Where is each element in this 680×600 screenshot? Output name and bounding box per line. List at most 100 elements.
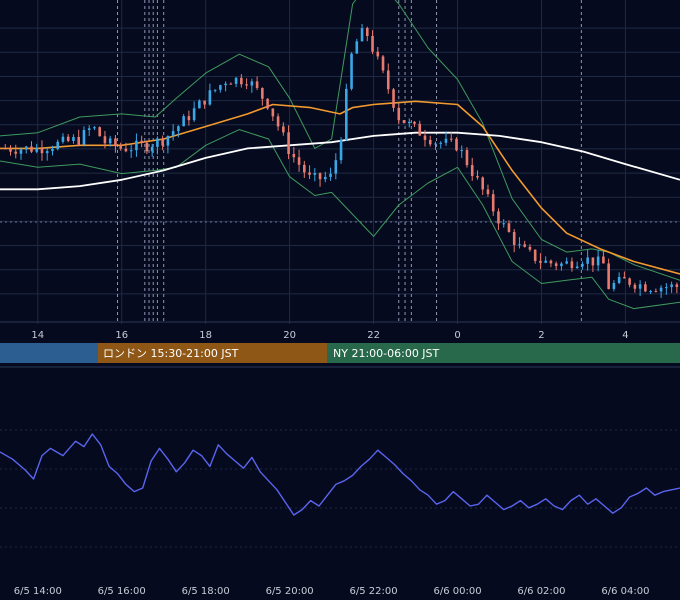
x-tick-label: 22 [367,330,380,341]
candle-body [166,135,170,146]
candle-body [460,150,464,152]
candle-body [313,173,317,175]
oscillator-line [0,433,680,516]
candle-body [103,136,107,144]
candle-body [497,211,500,224]
oscillator-grid [0,429,680,548]
candle-body [276,116,280,127]
price-x-axis: 14 16 18 20 22 0 2 4 [0,321,680,341]
candle-body [82,130,86,145]
candle-body [612,282,616,289]
candle-body [213,89,217,91]
candle-body [644,284,647,292]
candle-body [407,121,411,124]
candle-body [51,149,54,152]
candle-body [376,51,380,57]
candle-body [549,260,553,264]
x-tick-label: 6/5 18:00 [182,586,230,597]
candle-body [77,137,81,145]
candle-body [355,41,359,54]
candle-body [66,136,70,142]
candle-body [261,87,264,99]
candle-body [439,142,443,144]
candle-body [586,257,589,264]
candle-body [61,136,65,142]
candle-body [198,100,201,109]
candle-body [581,263,584,267]
candle-body [539,260,542,263]
candle-body [14,151,18,154]
candle-body [402,120,406,124]
candle-body [575,266,579,269]
candle-body [266,98,269,109]
candle-body [444,138,448,143]
price-series [0,0,680,310]
candle-body [140,140,143,143]
candle-body [518,244,521,246]
candle-body [19,149,23,154]
moving-average-long-line [0,131,680,191]
candle-body [528,246,532,250]
candle-body [670,284,673,288]
candle-body [324,176,327,180]
session-bar: ロンドン 15:30-21:00 JST NY 21:00-06:00 JST [0,343,680,363]
candle-body [596,256,600,266]
candle-body [35,147,39,152]
candle-body [282,126,285,133]
candle-body [229,83,233,85]
candle-body [628,278,631,285]
candle-body [150,146,154,152]
candle-body [114,138,117,147]
candle-body [3,148,7,150]
candle-body [654,291,658,293]
candle-body [287,132,290,154]
session-ny [327,343,680,363]
candle-body [234,77,238,84]
session-london [98,343,327,363]
candle-body [145,142,149,152]
candle-body [108,138,112,144]
x-tick-label: 2 [538,330,544,341]
oscillator-series [0,433,680,516]
candle-body [623,277,626,279]
candle-body [470,165,474,176]
candle-body [250,81,254,86]
x-tick-label: 18 [199,330,212,341]
candle-body [318,173,322,180]
candle-body [344,88,348,140]
x-tick-label: 4 [622,330,628,341]
candle-body [486,189,490,195]
candle-body [554,263,558,267]
session-tokyo [0,343,98,363]
candle-body [40,147,44,154]
x-tick-label: 0 [454,330,460,341]
candle-body [423,135,427,140]
candle-body [533,249,537,261]
candle-body [30,146,33,152]
candle-body [177,126,180,132]
candle-body [156,138,159,147]
x-tick-label: 6/6 04:00 [601,586,649,597]
session-ny-label: NY 21:00-06:00 JST [333,347,440,360]
candle-body [192,108,196,121]
candle-body [512,231,516,245]
candle-body [224,83,227,86]
candle-body [292,153,296,158]
candle-body [434,143,437,145]
candle-body [617,277,621,283]
candle-body [350,53,353,89]
candle-body [334,160,338,174]
candle-body [360,28,364,42]
candle-body [9,148,12,152]
oscillator-x-axis: 6/5 14:00 6/5 16:00 6/5 18:00 6/5 20:00 6/5 … [14,586,650,597]
candle-body [565,261,568,264]
candle-body [255,81,259,88]
candle-body [638,284,642,289]
candle-body [203,100,206,105]
candle-body [56,141,60,150]
x-tick-label: 6/5 16:00 [98,586,146,597]
candle-body [591,257,595,266]
candle-body [481,177,485,190]
candle-body [329,173,332,177]
candle-body [161,138,164,146]
